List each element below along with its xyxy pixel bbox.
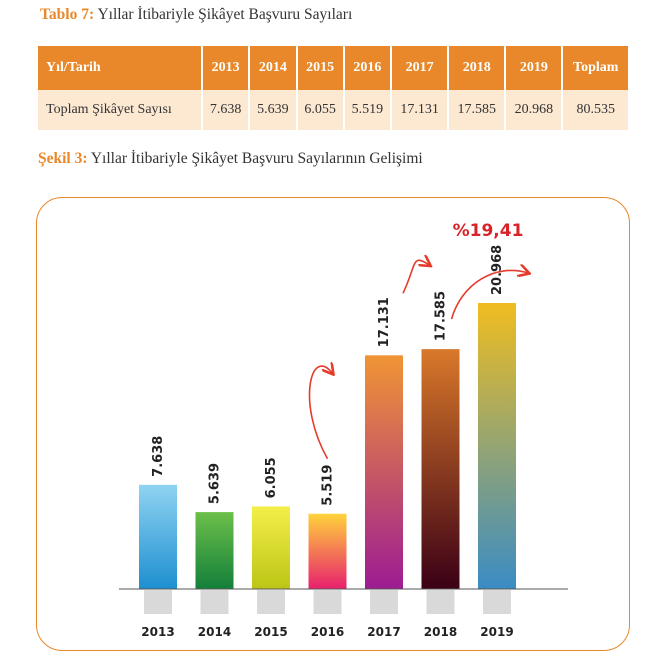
data-label: 7.638 bbox=[151, 436, 166, 477]
header-year: 2017 bbox=[391, 46, 450, 90]
bar-base bbox=[313, 590, 342, 614]
bar-base bbox=[200, 590, 229, 614]
x-tick-label: 2016 bbox=[311, 625, 344, 639]
data-label: 20.968 bbox=[490, 245, 505, 295]
bar-base bbox=[370, 590, 398, 614]
data-label: 5.639 bbox=[208, 463, 223, 504]
table-row: Toplam Şikâyet Sayısı 7.638 5.639 6.055 … bbox=[38, 90, 628, 130]
figure-caption-label: Şekil 3: bbox=[38, 150, 88, 167]
bar-base bbox=[426, 590, 455, 614]
table-cell: 6.055 bbox=[296, 90, 345, 130]
x-tick-label: 2018 bbox=[424, 625, 457, 639]
table-caption: Tablo 7: Yıllar İtibariyle Şikâyet Başvu… bbox=[40, 6, 352, 24]
figure-caption-text: Yıllar İtibariyle Şikâyet Başvuru Sayıla… bbox=[87, 150, 423, 167]
bar bbox=[195, 512, 234, 589]
header-year: 2016 bbox=[343, 46, 393, 90]
growth-arrow bbox=[402, 260, 430, 294]
table-cell: 7.638 bbox=[202, 90, 251, 130]
table-cell: 5.519 bbox=[343, 90, 393, 130]
table-cell-total: 80.535 bbox=[562, 90, 628, 130]
header-year: 2018 bbox=[448, 46, 507, 90]
bar-base bbox=[257, 590, 285, 614]
header-year: 2013 bbox=[202, 46, 251, 90]
x-tick-label: 2013 bbox=[141, 625, 174, 639]
bar bbox=[308, 513, 347, 589]
bar bbox=[421, 349, 460, 589]
data-label: 17.131 bbox=[377, 297, 392, 347]
bar-base bbox=[483, 590, 511, 614]
table-cell: 5.639 bbox=[249, 90, 298, 130]
bar-base bbox=[144, 590, 172, 614]
table-cell: 17.585 bbox=[448, 90, 507, 130]
x-tick-label: 2014 bbox=[198, 625, 231, 639]
header-total: Toplam bbox=[562, 46, 628, 90]
header-year: 2014 bbox=[249, 46, 298, 90]
bar bbox=[252, 506, 290, 589]
x-tick-label: 2017 bbox=[367, 625, 400, 639]
x-tick-label: 2015 bbox=[254, 625, 287, 639]
table-header-row: Yıl/Tarih 2013 2014 2015 2016 2017 2018 … bbox=[38, 46, 628, 90]
header-year: 2019 bbox=[505, 46, 564, 90]
header-year-date: Yıl/Tarih bbox=[38, 46, 203, 90]
complaints-table: Yıl/Tarih 2013 2014 2015 2016 2017 2018 … bbox=[38, 46, 628, 130]
bar bbox=[478, 303, 516, 589]
growth-arrow bbox=[450, 270, 529, 320]
table-cell: 17.131 bbox=[391, 90, 450, 130]
row-label: Toplam Şikâyet Sayısı bbox=[38, 90, 203, 130]
table-caption-label: Tablo 7: bbox=[40, 6, 95, 23]
bar bbox=[139, 484, 177, 589]
x-tick-label: 2019 bbox=[480, 625, 513, 639]
data-label: 6.055 bbox=[264, 457, 279, 498]
table-caption-text: Yıllar İtibariyle Şikâyet Başvuru Sayıla… bbox=[94, 6, 353, 23]
data-label: 17.585 bbox=[434, 291, 449, 341]
header-year: 2015 bbox=[296, 46, 345, 90]
data-label: 5.519 bbox=[321, 465, 336, 506]
bar bbox=[365, 355, 403, 589]
table-cell: 20.968 bbox=[505, 90, 564, 130]
growth-annotation: %19,41 bbox=[453, 221, 524, 241]
growth-arrow bbox=[308, 366, 333, 460]
figure-caption: Şekil 3: Yıllar İtibariyle Şikâyet Başvu… bbox=[38, 150, 423, 168]
